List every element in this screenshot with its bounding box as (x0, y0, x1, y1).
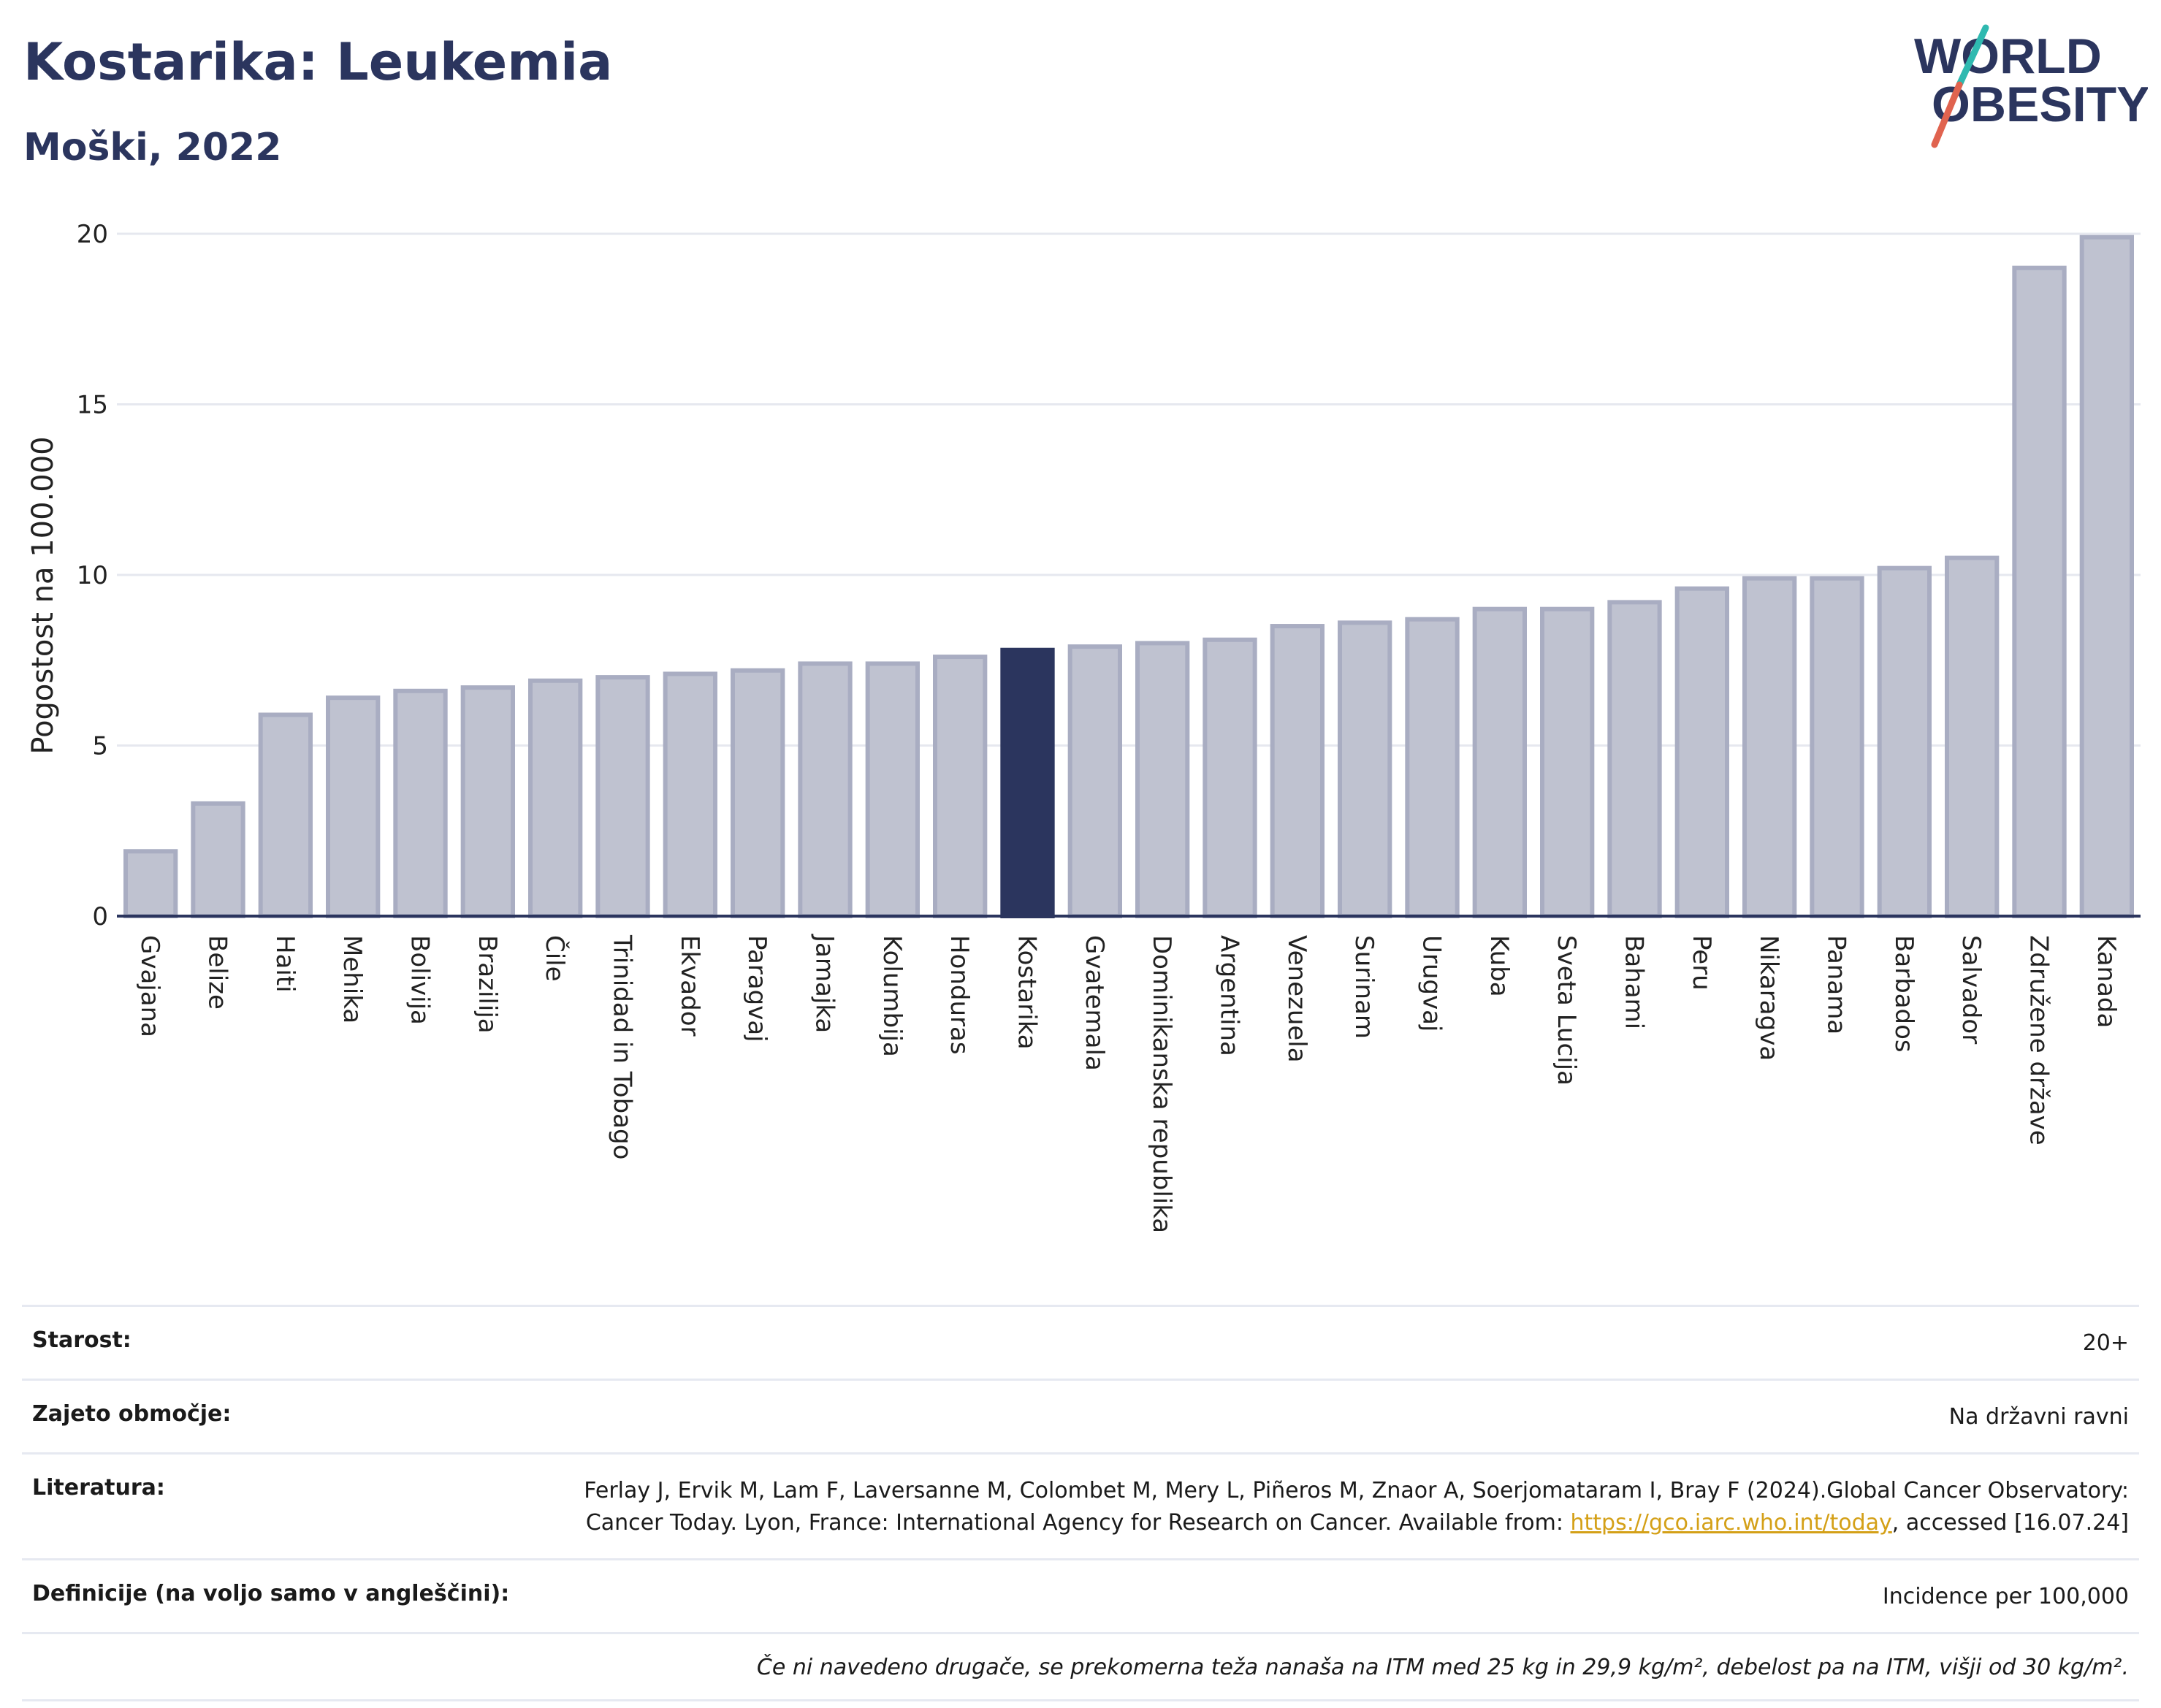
bar (1607, 600, 1662, 918)
meta-coverage-value: Na državni ravni (1948, 1404, 2129, 1430)
x-tick-label: Gvajana (135, 935, 164, 1037)
bar (1405, 617, 1460, 919)
x-tick-label: Gvatemala (1080, 935, 1109, 1071)
bar (1674, 586, 1729, 918)
bars (123, 235, 2134, 919)
literature-link[interactable]: https://gco.iarc.who.int/today (1570, 1510, 1892, 1536)
logo-text-world: WORLD (1914, 28, 2102, 84)
x-tick-label: Peru (1687, 935, 1716, 991)
x-tick-label: Salvador (1956, 935, 1986, 1044)
meta-literature-text: Ferlay J, Ervik M, Lam F, Laversanne M, … (584, 1478, 2129, 1536)
x-tick-label: Argentina (1215, 935, 1244, 1056)
bar (1810, 576, 1864, 918)
y-tick-label: 0 (92, 902, 108, 931)
x-tick-label: Ekvador (675, 935, 704, 1037)
bar (1742, 576, 1797, 918)
bar (2012, 265, 2067, 918)
y-tick-label: 10 (77, 561, 108, 590)
bar (1472, 606, 1527, 918)
axes: 0 5 10 15 20 Gvajana Belize Haiti Mehika Bolivija… (77, 220, 2141, 1233)
y-tick-label: 15 (77, 391, 108, 420)
world-obesity-logo: WORLD OBESITY (1914, 24, 2148, 148)
x-tick-label: Čile (540, 935, 570, 982)
x-tick-label: Belize (203, 935, 232, 1010)
meta-literature-suffix: , accessed [16.07.24] (1891, 1510, 2129, 1536)
x-tick-label: Jamajka (810, 934, 839, 1033)
x-tick-label: Barbados (1889, 935, 1918, 1053)
bar (1540, 606, 1595, 918)
meta-definitions-value: Incidence per 100,000 (1882, 1584, 2129, 1609)
bar (865, 661, 920, 918)
bar (663, 671, 717, 918)
bar (393, 688, 448, 919)
meta-literature-value: Ferlay J, Ervik M, Lam F, Laversanne M, … (558, 1475, 2129, 1539)
logo-slash-red (1931, 81, 1963, 148)
bar (2079, 235, 2134, 919)
x-tick-label: Panama (1822, 935, 1851, 1034)
logo-slash-teal (1956, 24, 1989, 88)
x-tick-label: Mehika (338, 935, 367, 1023)
bar (258, 712, 313, 918)
y-tick-label: 20 (77, 220, 108, 249)
bar (123, 849, 178, 919)
meta-row-coverage: Zajeto območje: Na državni ravni (22, 1379, 2139, 1452)
bar (326, 695, 381, 918)
x-tick-label: Brazilija (473, 935, 502, 1034)
page-title: Kostarika: Leukemia (23, 32, 613, 92)
x-tick-label: Haiti (270, 935, 300, 993)
bar (595, 675, 650, 918)
x-tick-label: Kuba (1485, 935, 1514, 997)
grid-lines (117, 232, 2141, 747)
x-tick-label: Kanada (2092, 935, 2121, 1028)
x-tick-label: Venezuela (1282, 935, 1311, 1063)
y-tick-label: 5 (92, 732, 108, 761)
bar-chart: 0 5 10 15 20 Gvajana Belize Haiti Mehika Bolivija… (26, 220, 2141, 1233)
bar (1203, 637, 1257, 918)
meta-row-definitions: Definicije (na voljo samo v angleščini):… (22, 1558, 2139, 1632)
meta-coverage-label: Zajeto območje: (32, 1401, 232, 1427)
bar (1877, 565, 1932, 918)
x-tick-label: Honduras (945, 935, 974, 1055)
metadata-table: Starost: 20+ Zajeto območje: Na državni … (22, 1305, 2139, 1701)
bar (1067, 644, 1122, 918)
y-axis-title: Pogostost na 100.000 (26, 436, 60, 754)
bar (1270, 624, 1325, 918)
bar (460, 685, 515, 918)
bar (191, 801, 245, 919)
x-tick-label: Bahami (1620, 935, 1649, 1029)
page-subtitle: Moški, 2022 (23, 126, 282, 169)
x-tick-label: Surinam (1349, 935, 1379, 1039)
meta-literature-label: Literatura: (32, 1475, 165, 1501)
bar (1135, 641, 1190, 919)
x-tick-label: Urugvaj (1417, 935, 1447, 1032)
x-tick-label: Paragvaj (742, 935, 771, 1042)
logo-text-obesity: OBESITY (1932, 77, 2148, 132)
meta-definitions-label: Definicije (na voljo samo v angleščini): (32, 1581, 510, 1606)
meta-row-note: Če ni navedeno drugače, se prekomerna te… (22, 1632, 2139, 1701)
x-tick-label: Bolivija (405, 935, 435, 1025)
meta-row-age: Starost: 20+ (22, 1305, 2139, 1379)
x-tick-label: Združene države (2024, 935, 2054, 1145)
bar-highlighted (1000, 647, 1055, 918)
meta-age-label: Starost: (32, 1327, 132, 1353)
bar (933, 655, 988, 919)
x-tick-label: Kostarika (1013, 935, 1042, 1050)
x-tick-label: Sveta Lucija (1552, 935, 1581, 1086)
bar (1338, 620, 1392, 918)
x-tick-label: Dominikanska republika (1147, 935, 1176, 1233)
meta-note: Če ni navedeno drugače, se prekomerna te… (756, 1655, 2129, 1680)
bar (1945, 555, 2000, 919)
bar (798, 661, 853, 918)
x-tick-label: Kolumbija (877, 935, 907, 1057)
meta-age-value: 20+ (2082, 1330, 2129, 1356)
bar (528, 678, 583, 919)
x-tick-label: Trinidad in Tobago (608, 934, 637, 1159)
x-tick-label: Nikaragva (1754, 935, 1783, 1061)
meta-row-literature: Literatura: Ferlay J, Ervik M, Lam F, La… (22, 1452, 2139, 1558)
bar (731, 668, 785, 918)
